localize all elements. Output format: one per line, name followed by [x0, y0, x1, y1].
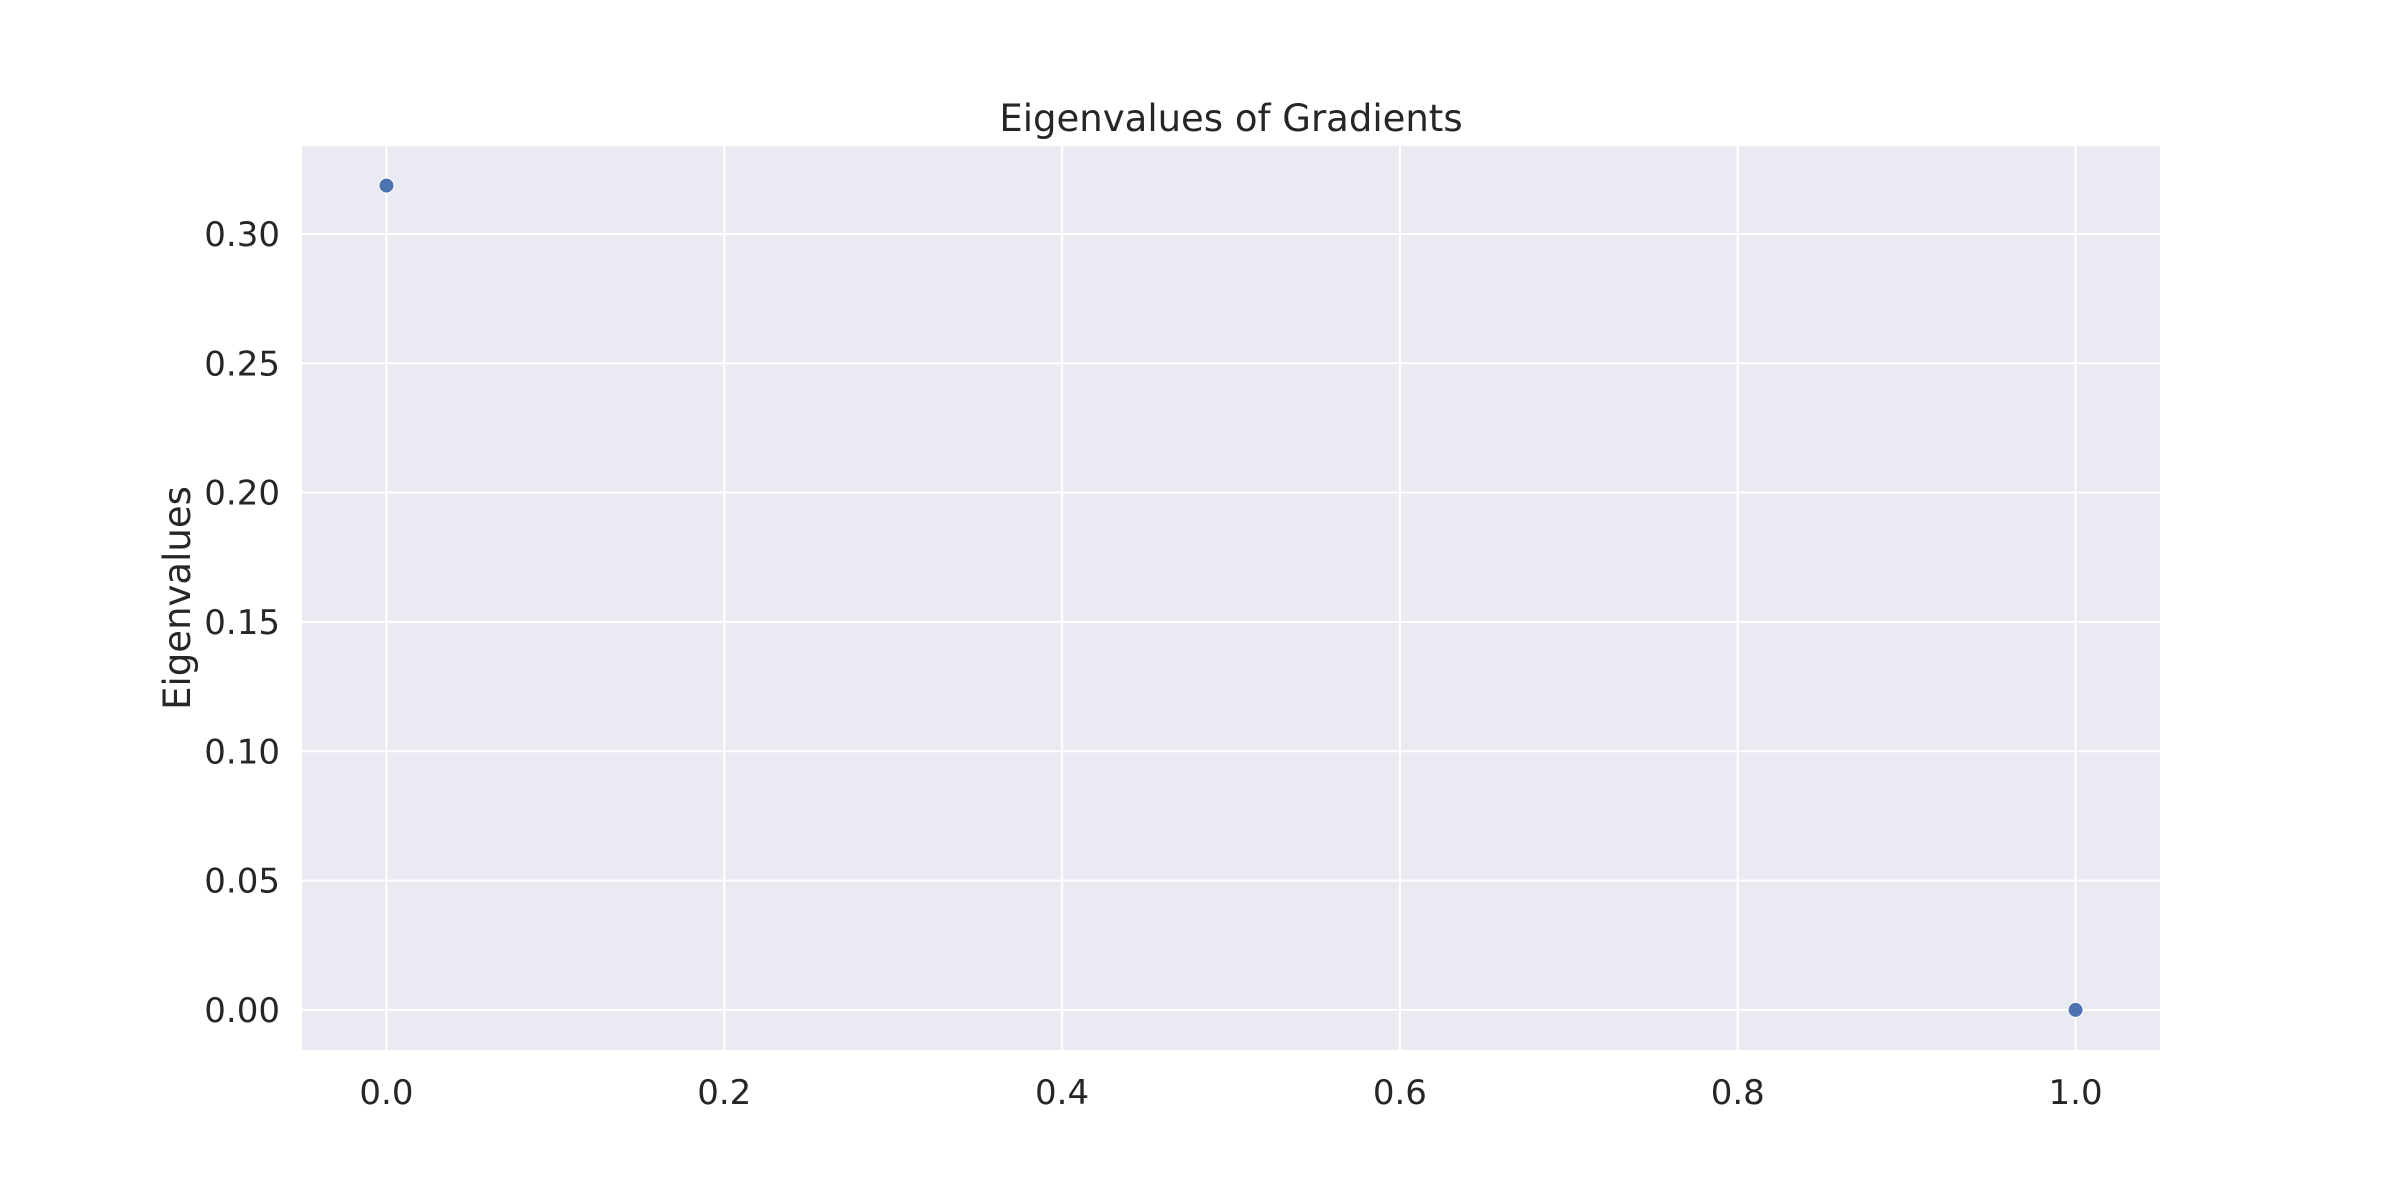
x-tick-label: 0.0: [359, 1073, 413, 1113]
y-tick-label: 0.10: [204, 732, 280, 772]
x-tick-label: 0.4: [1035, 1073, 1089, 1113]
y-tick-label: 0.15: [204, 603, 280, 643]
x-tick-label: 0.6: [1373, 1073, 1427, 1113]
chart-title: Eigenvalues of Gradients: [999, 97, 1462, 140]
x-tick-label: 1.0: [2049, 1073, 2103, 1113]
x-tick-labels: 0.0 0.2 0.4 0.6 0.8 1.0: [359, 1073, 2102, 1113]
plot-area: [302, 146, 2160, 1050]
y-tick-labels: 0.00 0.05 0.10 0.15 0.20 0.25 0.30: [204, 215, 280, 1031]
data-point: [378, 177, 395, 194]
x-gridlines: [385, 146, 2077, 1050]
data-point: [2067, 1001, 2084, 1018]
data-points: [378, 177, 2084, 1018]
y-tick-label: 0.30: [204, 215, 280, 255]
x-tick-label: 0.2: [697, 1073, 751, 1113]
y-tick-label: 0.05: [204, 862, 280, 902]
y-tick-label: 0.00: [204, 991, 280, 1031]
y-gridlines: [302, 232, 2160, 1011]
y-tick-label: 0.20: [204, 474, 280, 514]
y-tick-label: 0.25: [204, 344, 280, 384]
y-axis-label: Eigenvalues: [156, 486, 199, 710]
x-tick-label: 0.8: [1711, 1073, 1765, 1113]
